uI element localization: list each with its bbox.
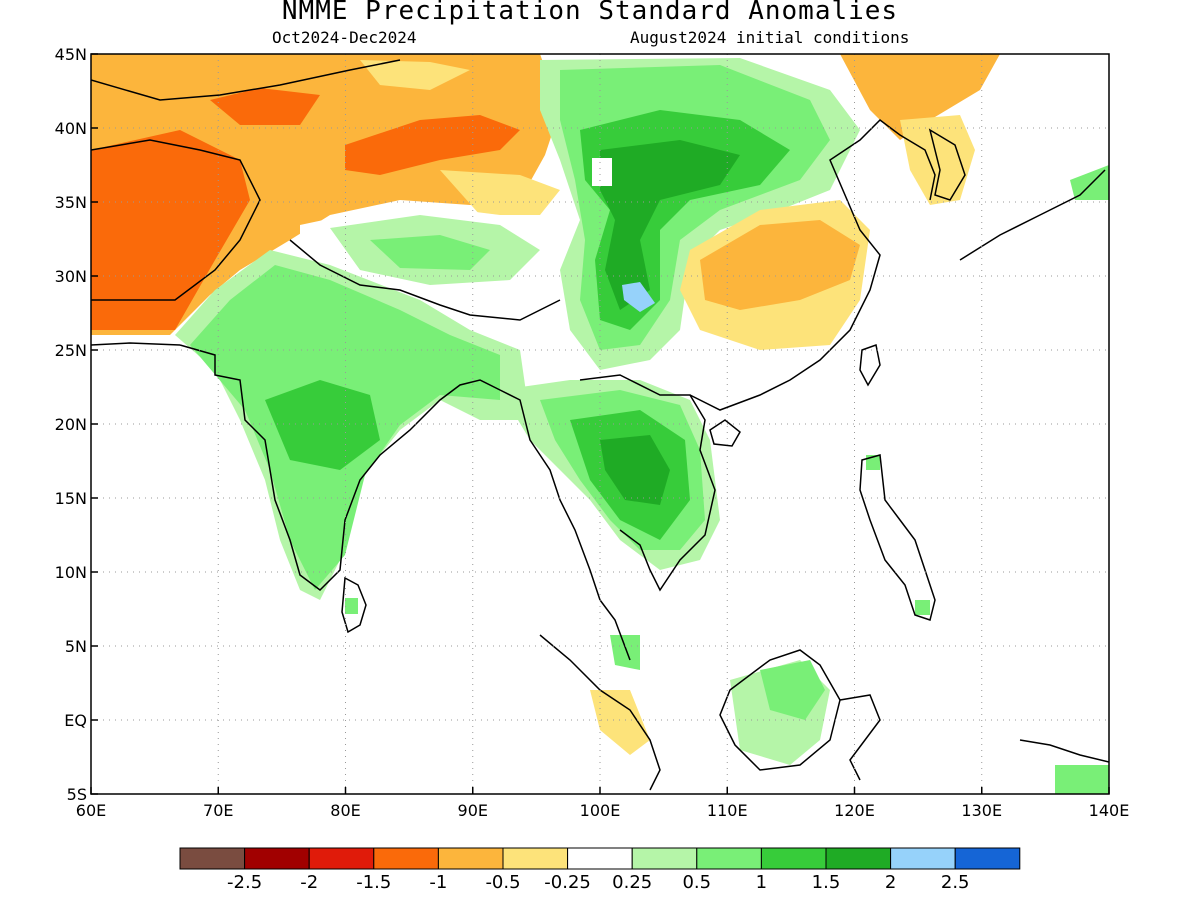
y-tick-label: 35N xyxy=(55,193,87,212)
y-tick-label: 45N xyxy=(55,45,87,64)
colorbar-label: -0.5 xyxy=(485,872,520,893)
colorbar-swatch xyxy=(696,847,762,870)
coastline-new-guinea xyxy=(1019,739,1109,763)
colorbar-swatch xyxy=(825,847,892,870)
y-tick-label: EQ xyxy=(64,711,87,730)
x-tick-label: 70E xyxy=(203,801,233,820)
anomaly-region-dry-south-china xyxy=(700,220,860,310)
boundary-central-asia xyxy=(91,59,401,101)
coastline-india xyxy=(179,344,631,661)
anomaly-region-dry-northeast xyxy=(840,54,1000,140)
colorbar-swatch xyxy=(890,847,956,870)
coastline-hainan xyxy=(709,419,741,447)
colorbar-swatch xyxy=(631,847,698,870)
x-tick-label: 90E xyxy=(458,801,488,820)
coastline-philippines xyxy=(859,454,936,621)
anomaly-region-very-wet-east-asia xyxy=(600,140,740,310)
coastline-borneo xyxy=(719,649,841,771)
colorbar-label: 1 xyxy=(756,872,767,893)
colorbar-label: -1 xyxy=(429,872,447,893)
coastline-sri-lanka xyxy=(341,576,367,634)
colorbar-label: 2 xyxy=(885,872,896,893)
anomaly-region-strong-dry-north xyxy=(210,88,320,125)
x-tick-label: 100E xyxy=(580,801,621,820)
anomaly-region-light-dry-sumatra xyxy=(590,690,650,755)
colorbar-label: -2.5 xyxy=(227,872,262,893)
colorbar-swatch xyxy=(244,847,310,870)
colorbar-label: -2 xyxy=(300,872,318,893)
y-tick-label: 40N xyxy=(55,119,87,138)
colorbar-swatch xyxy=(373,847,439,870)
coastline-sulawesi xyxy=(839,694,881,781)
y-tick-label: 10N xyxy=(55,563,87,582)
colorbar-swatch xyxy=(760,847,827,870)
coastline-taiwan xyxy=(859,344,881,387)
coastline-west-asia xyxy=(91,342,181,346)
colorbar-swatch xyxy=(308,847,375,870)
colorbar-swatch xyxy=(502,847,569,870)
anomaly-region-light-dry-north xyxy=(360,60,470,90)
colorbar-label: 0.5 xyxy=(682,872,711,893)
anomaly-region-extreme-wet-sichuan xyxy=(622,282,655,312)
anomaly-region-wet-malaya xyxy=(610,635,640,670)
anomaly-region-light-dry-tibet xyxy=(440,170,560,215)
colorbar-label: -0.25 xyxy=(544,872,591,893)
colorbar-label: 1.5 xyxy=(812,872,841,893)
y-tick-label: 30N xyxy=(55,267,87,286)
coastline-japan xyxy=(959,169,1106,261)
map-title: NMME Precipitation Standard Anomalies xyxy=(281,0,899,26)
anomaly-region-wet-mindanao xyxy=(915,600,930,615)
coastlines xyxy=(91,59,1109,791)
y-tick-label: 5N xyxy=(65,637,87,656)
anomaly-region-strong-dry-tarim xyxy=(345,115,520,175)
anomaly-region-wet-sri-lanka xyxy=(345,598,358,614)
x-tick-label: 60E xyxy=(76,801,106,820)
colorbar-swatch xyxy=(954,847,1021,870)
anomaly-region-wet-luzon xyxy=(866,455,880,470)
initial-conditions-label: August2024 initial conditions xyxy=(630,28,910,47)
x-tick-label: 110E xyxy=(707,801,748,820)
boundary-afghanistan xyxy=(91,139,261,301)
coastline-china xyxy=(689,119,936,411)
forecast-period: Oct2024-Dec2024 xyxy=(272,28,417,47)
y-tick-label: 20N xyxy=(55,415,87,434)
x-tick-label: 120E xyxy=(834,801,875,820)
y-tick-label: 25N xyxy=(55,341,87,360)
coastline-korea xyxy=(928,128,966,201)
anomaly-region-wet-tibet xyxy=(370,235,490,270)
colorbar: -2.5 -2 -1.5 -1 -0.5 -0.25 0.25 0.5 1 1.5 2 2.5 xyxy=(179,847,1021,893)
x-tick-label: 80E xyxy=(330,801,360,820)
axes: 60E 70E 80E 90E 100E 110E 120E 130E 140E 45N 40N 35… xyxy=(55,45,1130,820)
y-tick-label: 15N xyxy=(55,489,87,508)
anomaly-region-very-wet-indochina xyxy=(600,435,670,505)
y-tick-label: 5S xyxy=(67,785,87,804)
colorbar-label: 0.25 xyxy=(612,872,652,893)
anomaly-region-wet-japan xyxy=(1070,165,1109,200)
colorbar-label: -1.5 xyxy=(356,872,391,893)
x-tick-label: 140E xyxy=(1089,801,1130,820)
boundary-himalaya xyxy=(289,239,561,321)
anomaly-region-wet-new-guinea xyxy=(1055,765,1109,794)
anomaly-region-neutral-mongolia-spot xyxy=(592,158,612,186)
colorbar-swatch xyxy=(179,847,246,870)
anomaly-region-wet-borneo xyxy=(760,660,825,720)
anomaly-region-strong-wet-india xyxy=(265,380,380,470)
coastline-sumatra xyxy=(539,634,661,791)
colorbar-swatch xyxy=(437,847,504,870)
anomaly-region-strong-dry-afghanistan xyxy=(91,130,250,330)
colorbar-swatch xyxy=(567,847,633,870)
colorbar-label: 2.5 xyxy=(941,872,970,893)
anomaly-field xyxy=(91,54,1109,794)
x-tick-label: 130E xyxy=(961,801,1002,820)
coastline-indochina xyxy=(579,374,716,592)
